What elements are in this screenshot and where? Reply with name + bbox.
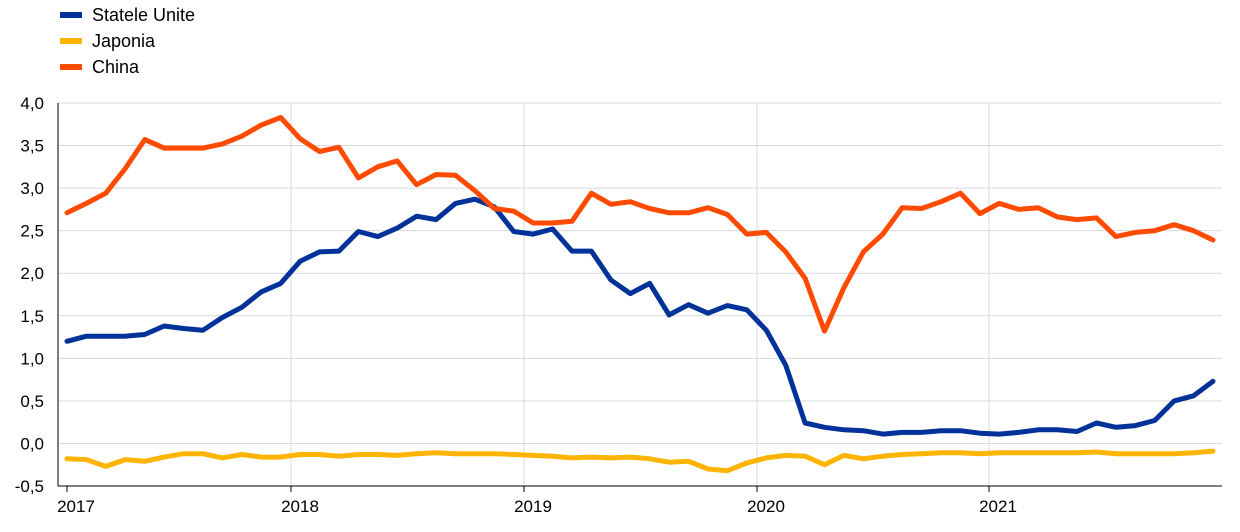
y-tick-label: -0,5 — [15, 477, 44, 496]
y-tick-label: 3,0 — [20, 179, 44, 198]
series-line-2 — [64, 115, 1216, 334]
y-tick-label: 1,5 — [20, 307, 44, 326]
series-line-0 — [64, 196, 1216, 437]
y-tick-label: 4,0 — [20, 94, 44, 113]
legend-label: Statele Unite — [92, 5, 196, 25]
legend-swatch — [60, 64, 82, 70]
x-tick-label: 2019 — [514, 497, 552, 516]
legend-item: China — [60, 54, 195, 80]
legend-swatch — [60, 12, 82, 18]
series-line-1 — [64, 448, 1216, 474]
legend: Statele Unite Japonia China — [60, 2, 195, 80]
y-tick-label: 0,0 — [20, 434, 44, 453]
y-tick-label: 2,5 — [20, 222, 44, 241]
legend-item: Statele Unite — [60, 2, 195, 28]
x-tick-label: 2021 — [979, 497, 1017, 516]
series-lines — [64, 115, 1216, 474]
legend-label: China — [92, 57, 140, 77]
y-tick-label: 0,5 — [20, 392, 44, 411]
x-tick-label: 2017 — [57, 497, 95, 516]
y-tick-label: 3,5 — [20, 137, 44, 156]
grid-lines — [58, 102, 1222, 487]
legend-item: Japonia — [60, 28, 195, 54]
x-axis-ticks: 2017 2018 2019 2020 2021 — [57, 497, 1017, 516]
legend-label: Japonia — [92, 31, 156, 51]
y-tick-label: 2,0 — [20, 264, 44, 283]
x-tick-label: 2020 — [747, 497, 785, 516]
y-tick-label: 1,0 — [20, 349, 44, 368]
y-axis-ticks: 4,0 3,5 3,0 2,5 2,0 1,5 1,0 0,5 0,0 -0,5 — [15, 94, 44, 496]
x-tick-label: 2018 — [281, 497, 319, 516]
axes — [57, 103, 1222, 492]
legend-swatch — [60, 38, 82, 44]
